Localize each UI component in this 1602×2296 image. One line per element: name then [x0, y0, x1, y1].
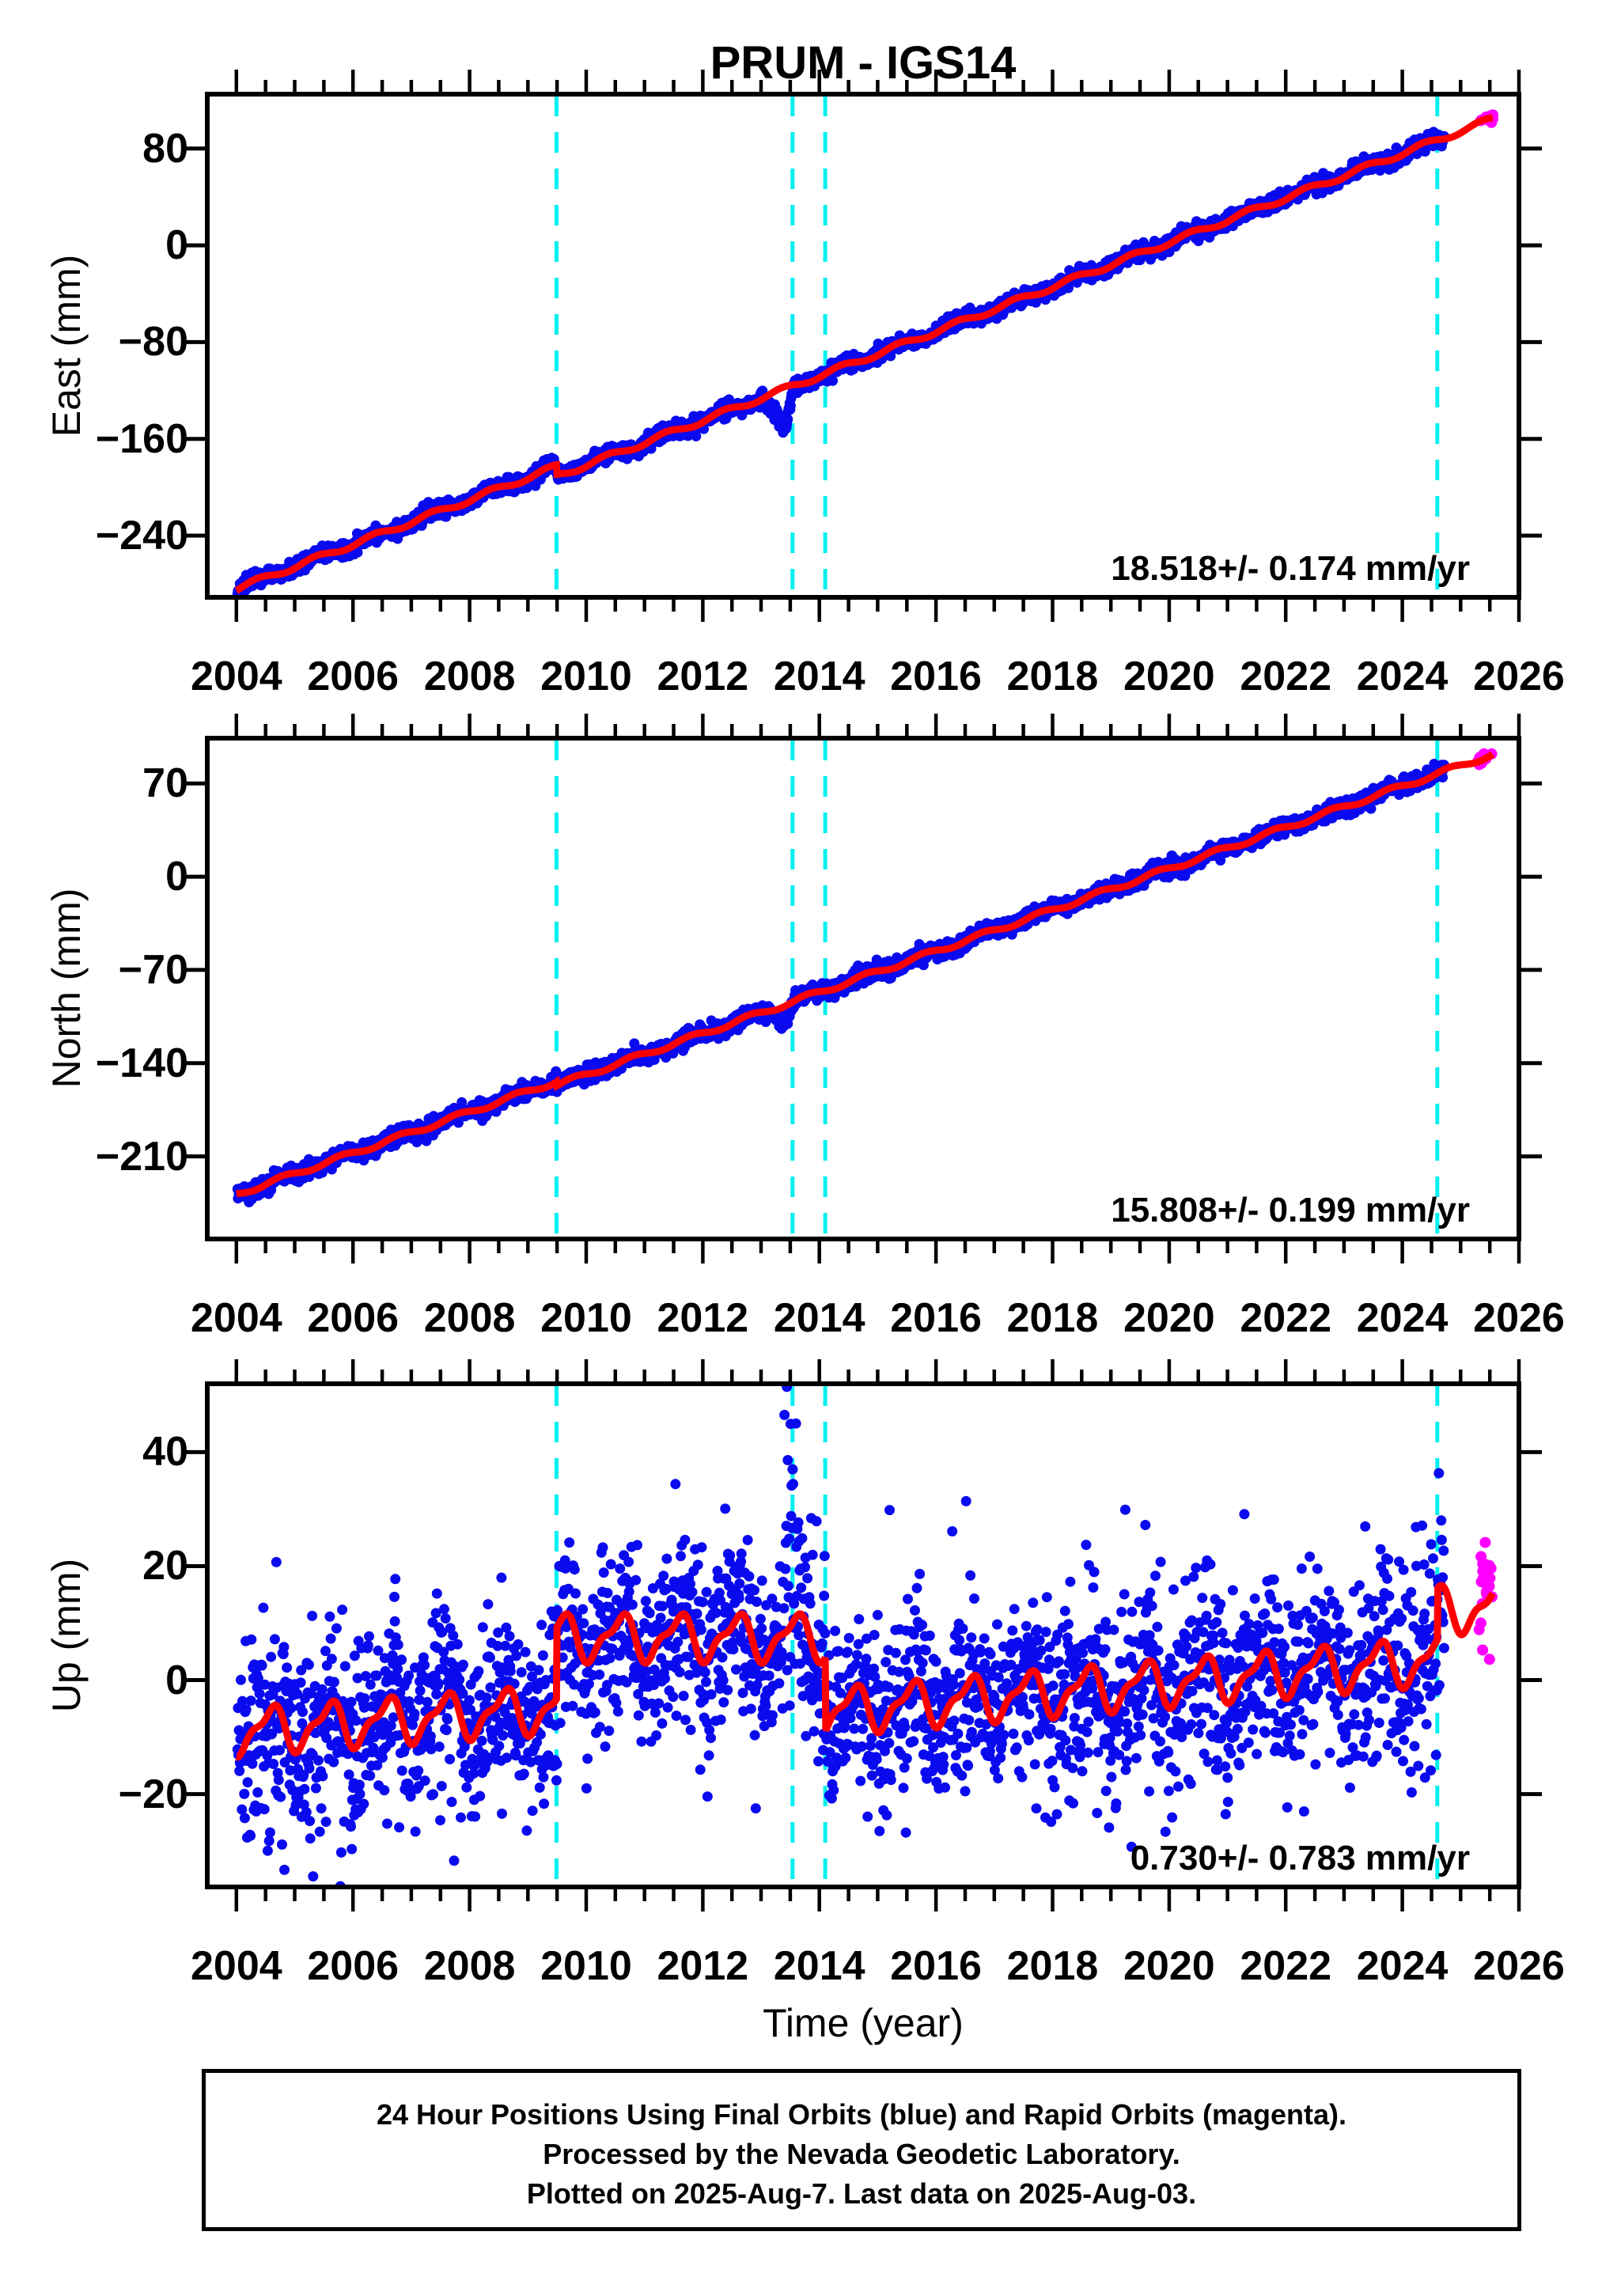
east-rate-label: 18.518+/- 0.174 mm/yr [1111, 549, 1470, 588]
x-axis-title: Time (year) [763, 2001, 964, 2045]
north-x-tick-label: 2012 [657, 1295, 749, 1341]
panel-frame [205, 1381, 1521, 1889]
trend-line [234, 114, 1494, 594]
up-x-tick-label: 2004 [191, 1943, 282, 1989]
up-x-tick-label: 2006 [307, 1943, 400, 1989]
up-x-tick-label: 2014 [773, 1943, 865, 1989]
up-x-tick-label: 2018 [1006, 1943, 1099, 1989]
up-x-tick-label: 2008 [423, 1943, 516, 1989]
up-ticks [184, 1359, 1542, 1911]
panel-frame [205, 736, 1521, 1241]
up-x-tick-label: 2024 [1356, 1943, 1449, 1989]
up-y-tick-label: 0 [165, 1657, 188, 1703]
up-y-tick-label: 40 [142, 1429, 188, 1476]
north-y-tick-label: 0 [165, 854, 188, 900]
east-y-tick-label: −80 [118, 319, 188, 366]
east-x-tick-label: 2024 [1356, 654, 1449, 699]
north-x-tick-label: 2008 [423, 1295, 516, 1341]
east-x-tick-label: 2016 [890, 654, 982, 699]
north-panel-data [232, 740, 1498, 1237]
north-x-tick-label: 2020 [1123, 1295, 1215, 1341]
east-x-tick-label: 2020 [1123, 654, 1215, 699]
east-y-tick-label: 0 [165, 222, 188, 269]
east-x-tick-label: 2006 [307, 654, 400, 699]
north-x-tick-label: 2022 [1240, 1295, 1332, 1341]
north-x-tick-label: 2004 [191, 1295, 282, 1341]
north-y-tick-label: 70 [142, 760, 188, 807]
final-orbit-points [232, 1384, 1449, 1887]
caption-box: 24 Hour Positions Using Final Orbits (bl… [202, 2069, 1521, 2231]
caption-line-3: Plotted on 2025-Aug-7. Last data on 2025… [526, 2177, 1197, 2210]
north-rate-label: 15.808+/- 0.199 mm/yr [1111, 1191, 1470, 1229]
figure-title: PRUM - IGS14 [710, 37, 1017, 89]
east-y-tick-label: −160 [95, 415, 188, 462]
north-ticks [184, 714, 1542, 1264]
up-rate-label: 0.730+/- 0.783 mm/yr [1130, 1839, 1470, 1877]
north-x-tick-label: 2024 [1356, 1295, 1449, 1341]
east-x-tick-label: 2018 [1006, 654, 1099, 699]
up-y-tick-label: 20 [142, 1543, 188, 1589]
up-x-tick-label: 2012 [657, 1943, 749, 1989]
up-y-tick-label: −20 [118, 1771, 188, 1817]
north-y-tick-label: −140 [95, 1040, 188, 1086]
north-x-tick-label: 2018 [1006, 1295, 1099, 1341]
up-panel-data [232, 1384, 1498, 1887]
north-x-tick-label: 2006 [307, 1295, 400, 1341]
north-y-tick-label: −210 [95, 1133, 188, 1180]
caption-line-1: 24 Hour Positions Using Final Orbits (bl… [376, 2098, 1347, 2131]
east-panel-data [232, 96, 1499, 597]
east-x-tick-label: 2012 [657, 654, 749, 699]
north-x-tick-label: 2010 [540, 1295, 632, 1341]
north-x-tick-label: 2026 [1473, 1295, 1565, 1341]
north-x-tick-label: 2014 [773, 1295, 865, 1341]
east-ticks [184, 70, 1542, 622]
panel-frame [205, 92, 1521, 600]
trend-line [236, 751, 1495, 1198]
east-x-tick-label: 2026 [1473, 654, 1565, 699]
rapid-orbit-points [1473, 1536, 1498, 1665]
north-y-tick-label: −70 [118, 946, 188, 993]
east-x-tick-label: 2014 [773, 654, 865, 699]
east-y-tick-label: −240 [95, 513, 188, 559]
north-x-tick-label: 2016 [890, 1295, 982, 1341]
east-x-tick-label: 2008 [423, 654, 516, 699]
up-x-tick-label: 2016 [890, 1943, 982, 1989]
caption-line-2: Processed by the Nevada Geodetic Laborat… [543, 2138, 1180, 2170]
up-x-tick-label: 2022 [1240, 1943, 1332, 1989]
east-x-tick-label: 2004 [191, 654, 282, 699]
east-x-tick-label: 2010 [540, 654, 632, 699]
up-x-tick-label: 2026 [1473, 1943, 1565, 1989]
up-x-tick-label: 2020 [1123, 1943, 1215, 1989]
trend-line [235, 1582, 1496, 1761]
up-x-tick-label: 2010 [540, 1943, 632, 1989]
east-y-tick-label: 80 [142, 125, 188, 172]
east-x-tick-label: 2022 [1240, 654, 1332, 699]
